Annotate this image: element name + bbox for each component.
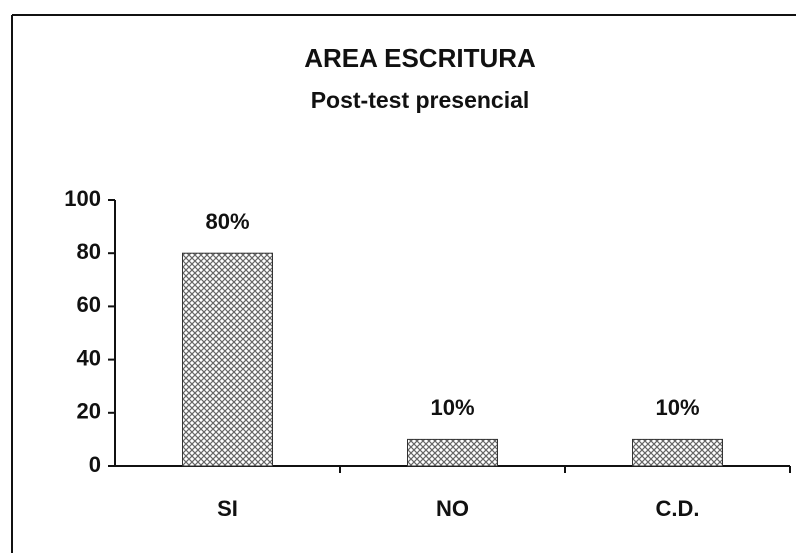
chart-title: AREA ESCRITURA [304, 43, 536, 73]
y-tick-label: 80 [77, 239, 101, 264]
value-label: 10% [655, 395, 699, 420]
y-tick-label: 40 [77, 345, 101, 370]
value-label: 80% [205, 209, 249, 234]
x-tick-label: C.D. [656, 496, 700, 521]
y-tick-label: 100 [64, 186, 101, 211]
y-tick-label: 0 [89, 452, 101, 477]
bar [182, 252, 273, 467]
chart-subtitle: Post-test presencial [311, 87, 530, 113]
y-tick-label: 20 [77, 399, 101, 424]
bar [407, 438, 498, 467]
x-tick-label: SI [217, 496, 238, 521]
x-tick-label: NO [436, 496, 469, 521]
value-label: 10% [430, 395, 474, 420]
y-tick-label: 60 [77, 292, 101, 317]
bar [632, 438, 723, 467]
